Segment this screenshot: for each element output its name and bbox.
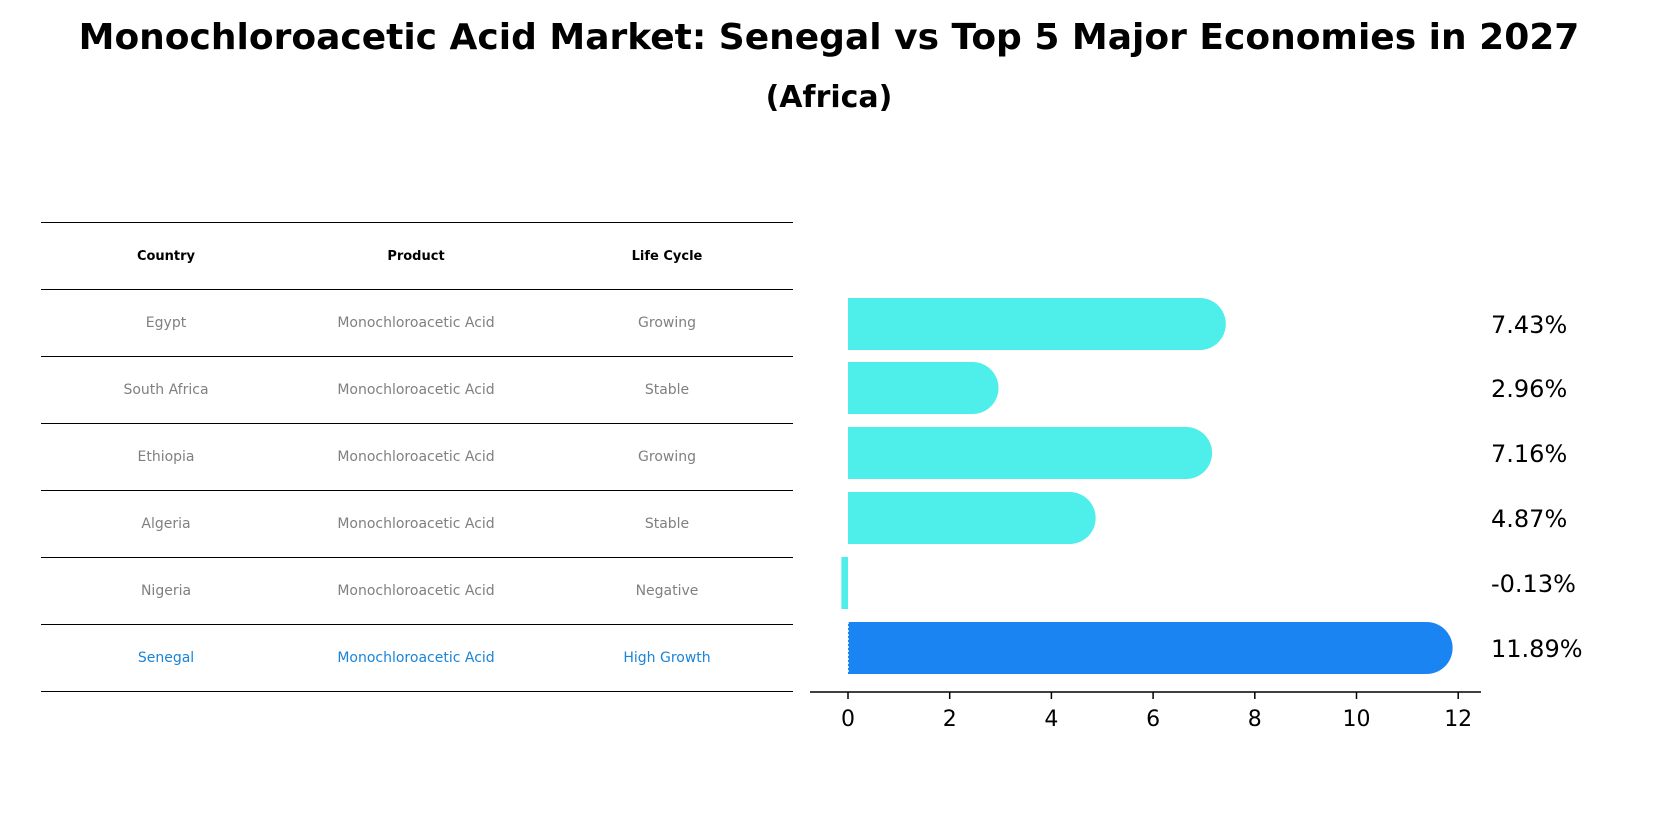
table-row: South Africa Monochloroacetic Acid Stabl… xyxy=(41,356,793,424)
value-label: -0.13% xyxy=(1491,570,1576,598)
bar-cap xyxy=(1160,427,1213,479)
cell-product: Monochloroacetic Acid xyxy=(291,423,541,491)
bar-body xyxy=(848,622,1427,674)
x-tick-label: 6 xyxy=(1146,707,1160,732)
bar-body xyxy=(848,427,1187,479)
bar-ethiopia xyxy=(848,427,1213,479)
x-tick-label: 2 xyxy=(943,707,957,732)
cell-product: Monochloroacetic Acid xyxy=(291,624,541,692)
cell-country: Nigeria xyxy=(41,557,291,625)
value-label: 2.96% xyxy=(1491,375,1567,403)
table-row: Nigeria Monochloroacetic Acid Negative xyxy=(41,557,793,625)
comparison-table: Country Product Life Cycle Egypt Monochl… xyxy=(41,222,793,692)
cell-life-cycle: Stable xyxy=(541,490,793,558)
x-tick-label: 4 xyxy=(1044,707,1058,732)
bar-cap xyxy=(1400,622,1453,674)
bar-senegal xyxy=(847,622,1453,674)
value-label: 7.16% xyxy=(1491,440,1567,468)
cell-life-cycle: Growing xyxy=(541,423,793,491)
value-label: 7.43% xyxy=(1491,311,1567,339)
bar-body xyxy=(848,298,1200,350)
cell-country: South Africa xyxy=(41,356,291,424)
cell-life-cycle: Negative xyxy=(541,557,793,625)
bar-nigeria xyxy=(841,557,848,609)
cell-country: Egypt xyxy=(41,289,291,357)
cell-country: Algeria xyxy=(41,490,291,558)
table-row-highlighted: Senegal Monochloroacetic Acid High Growt… xyxy=(41,624,793,692)
chart-subtitle: (Africa) xyxy=(765,80,893,115)
comparison-table-container: Country Product Life Cycle Egypt Monochl… xyxy=(41,222,793,692)
value-label: 11.89% xyxy=(1491,635,1583,663)
table-header-row: Country Product Life Cycle xyxy=(41,222,793,290)
cell-product: Monochloroacetic Acid xyxy=(291,490,541,558)
table-row: Ethiopia Monochloroacetic Acid Growing xyxy=(41,423,793,491)
bar-cap xyxy=(946,362,999,414)
bar-algeria xyxy=(848,492,1096,544)
chart-title: Monochloroacetic Acid Market: Senegal vs… xyxy=(78,17,1580,58)
cell-product: Monochloroacetic Acid xyxy=(291,356,541,424)
cell-country: Ethiopia xyxy=(41,423,291,491)
header-life-cycle: Life Cycle xyxy=(541,222,793,290)
cell-life-cycle: Growing xyxy=(541,289,793,357)
cell-life-cycle: High Growth xyxy=(541,624,793,692)
x-tick-label: 0 xyxy=(841,707,855,732)
table-row: Egypt Monochloroacetic Acid Growing xyxy=(41,289,793,357)
bar-cap xyxy=(1043,492,1096,544)
cell-product: Monochloroacetic Acid xyxy=(291,289,541,357)
cell-product: Monochloroacetic Acid xyxy=(291,557,541,625)
cell-life-cycle: Stable xyxy=(541,356,793,424)
x-tick-label: 8 xyxy=(1248,707,1262,732)
bar-south-africa xyxy=(848,362,999,414)
table-row: Algeria Monochloroacetic Acid Stable xyxy=(41,490,793,558)
x-tick-label: 12 xyxy=(1444,707,1472,732)
bar-egypt xyxy=(848,298,1226,350)
header-country: Country xyxy=(41,222,291,290)
header-product: Product xyxy=(291,222,541,290)
x-tick-label: 10 xyxy=(1343,707,1371,732)
bar-body xyxy=(848,492,1070,544)
bar-cap xyxy=(1173,298,1226,350)
cell-country: Senegal xyxy=(41,624,291,692)
value-label: 4.87% xyxy=(1491,505,1567,533)
